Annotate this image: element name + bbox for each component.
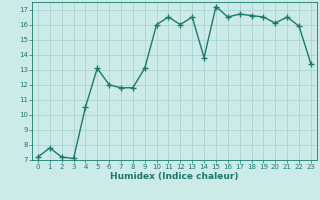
X-axis label: Humidex (Indice chaleur): Humidex (Indice chaleur) [110, 172, 239, 181]
